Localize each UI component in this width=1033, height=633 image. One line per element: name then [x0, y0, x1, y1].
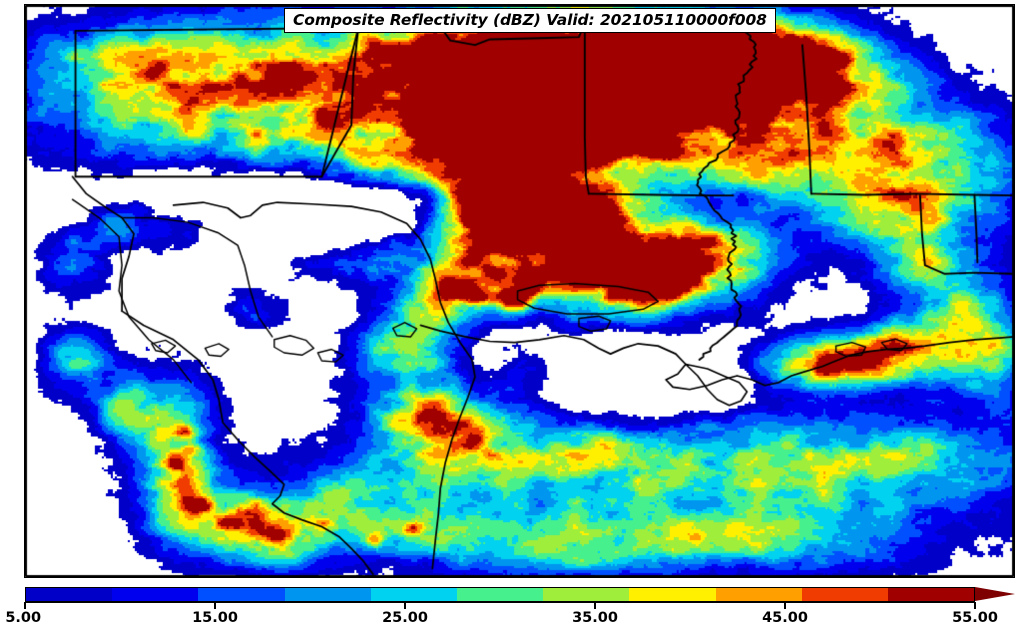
- map-panel[interactable]: [24, 4, 1015, 578]
- colorbar-segment-8: [715, 588, 802, 601]
- colorbar-segment-6: [543, 588, 630, 601]
- plot-title: Composite Reflectivity (dBZ) Valid: 2021…: [293, 11, 767, 29]
- colorbar-tick-4: [784, 602, 786, 609]
- colorbar-segment-0: [26, 588, 113, 601]
- colorbar-tick-label-3: 35.00: [572, 610, 618, 626]
- colorbar-segment-4: [370, 588, 457, 601]
- colorbar-tick-2: [404, 602, 406, 609]
- colorbar-segment-3: [284, 588, 371, 601]
- geographic-boundaries-overlay: [25, 5, 1014, 577]
- colorbar-tick-3: [594, 602, 596, 609]
- colorbar-axis-line: [25, 602, 975, 604]
- colorbar-tick-label-5: 55.00: [952, 610, 998, 626]
- colorbar-segment-1: [112, 588, 199, 601]
- colorbar-tick-label-2: 25.00: [382, 610, 428, 626]
- colorbar-tick-0: [24, 602, 26, 609]
- colorbar-gradient: [25, 587, 975, 602]
- colorbar-tick-label-4: 45.00: [762, 610, 808, 626]
- colorbar-extend-arrow: [975, 587, 1015, 601]
- title-box: Composite Reflectivity (dBZ) Valid: 2021…: [284, 8, 776, 34]
- colorbar-tick-1: [214, 602, 216, 609]
- colorbar-segment-2: [198, 588, 285, 601]
- colorbar-tick-label-0: 5.00: [5, 610, 42, 626]
- colorbar: 5.00 15.00 25.00 35.00 45.00 55.00: [0, 584, 1033, 633]
- colorbar-segment-5: [456, 588, 544, 601]
- colorbar-tick-5: [974, 602, 976, 609]
- colorbar-segment-10: [887, 588, 975, 601]
- colorbar-segment-9: [801, 588, 888, 601]
- colorbar-segment-7: [629, 588, 716, 601]
- colorbar-tick-label-1: 15.00: [192, 610, 238, 626]
